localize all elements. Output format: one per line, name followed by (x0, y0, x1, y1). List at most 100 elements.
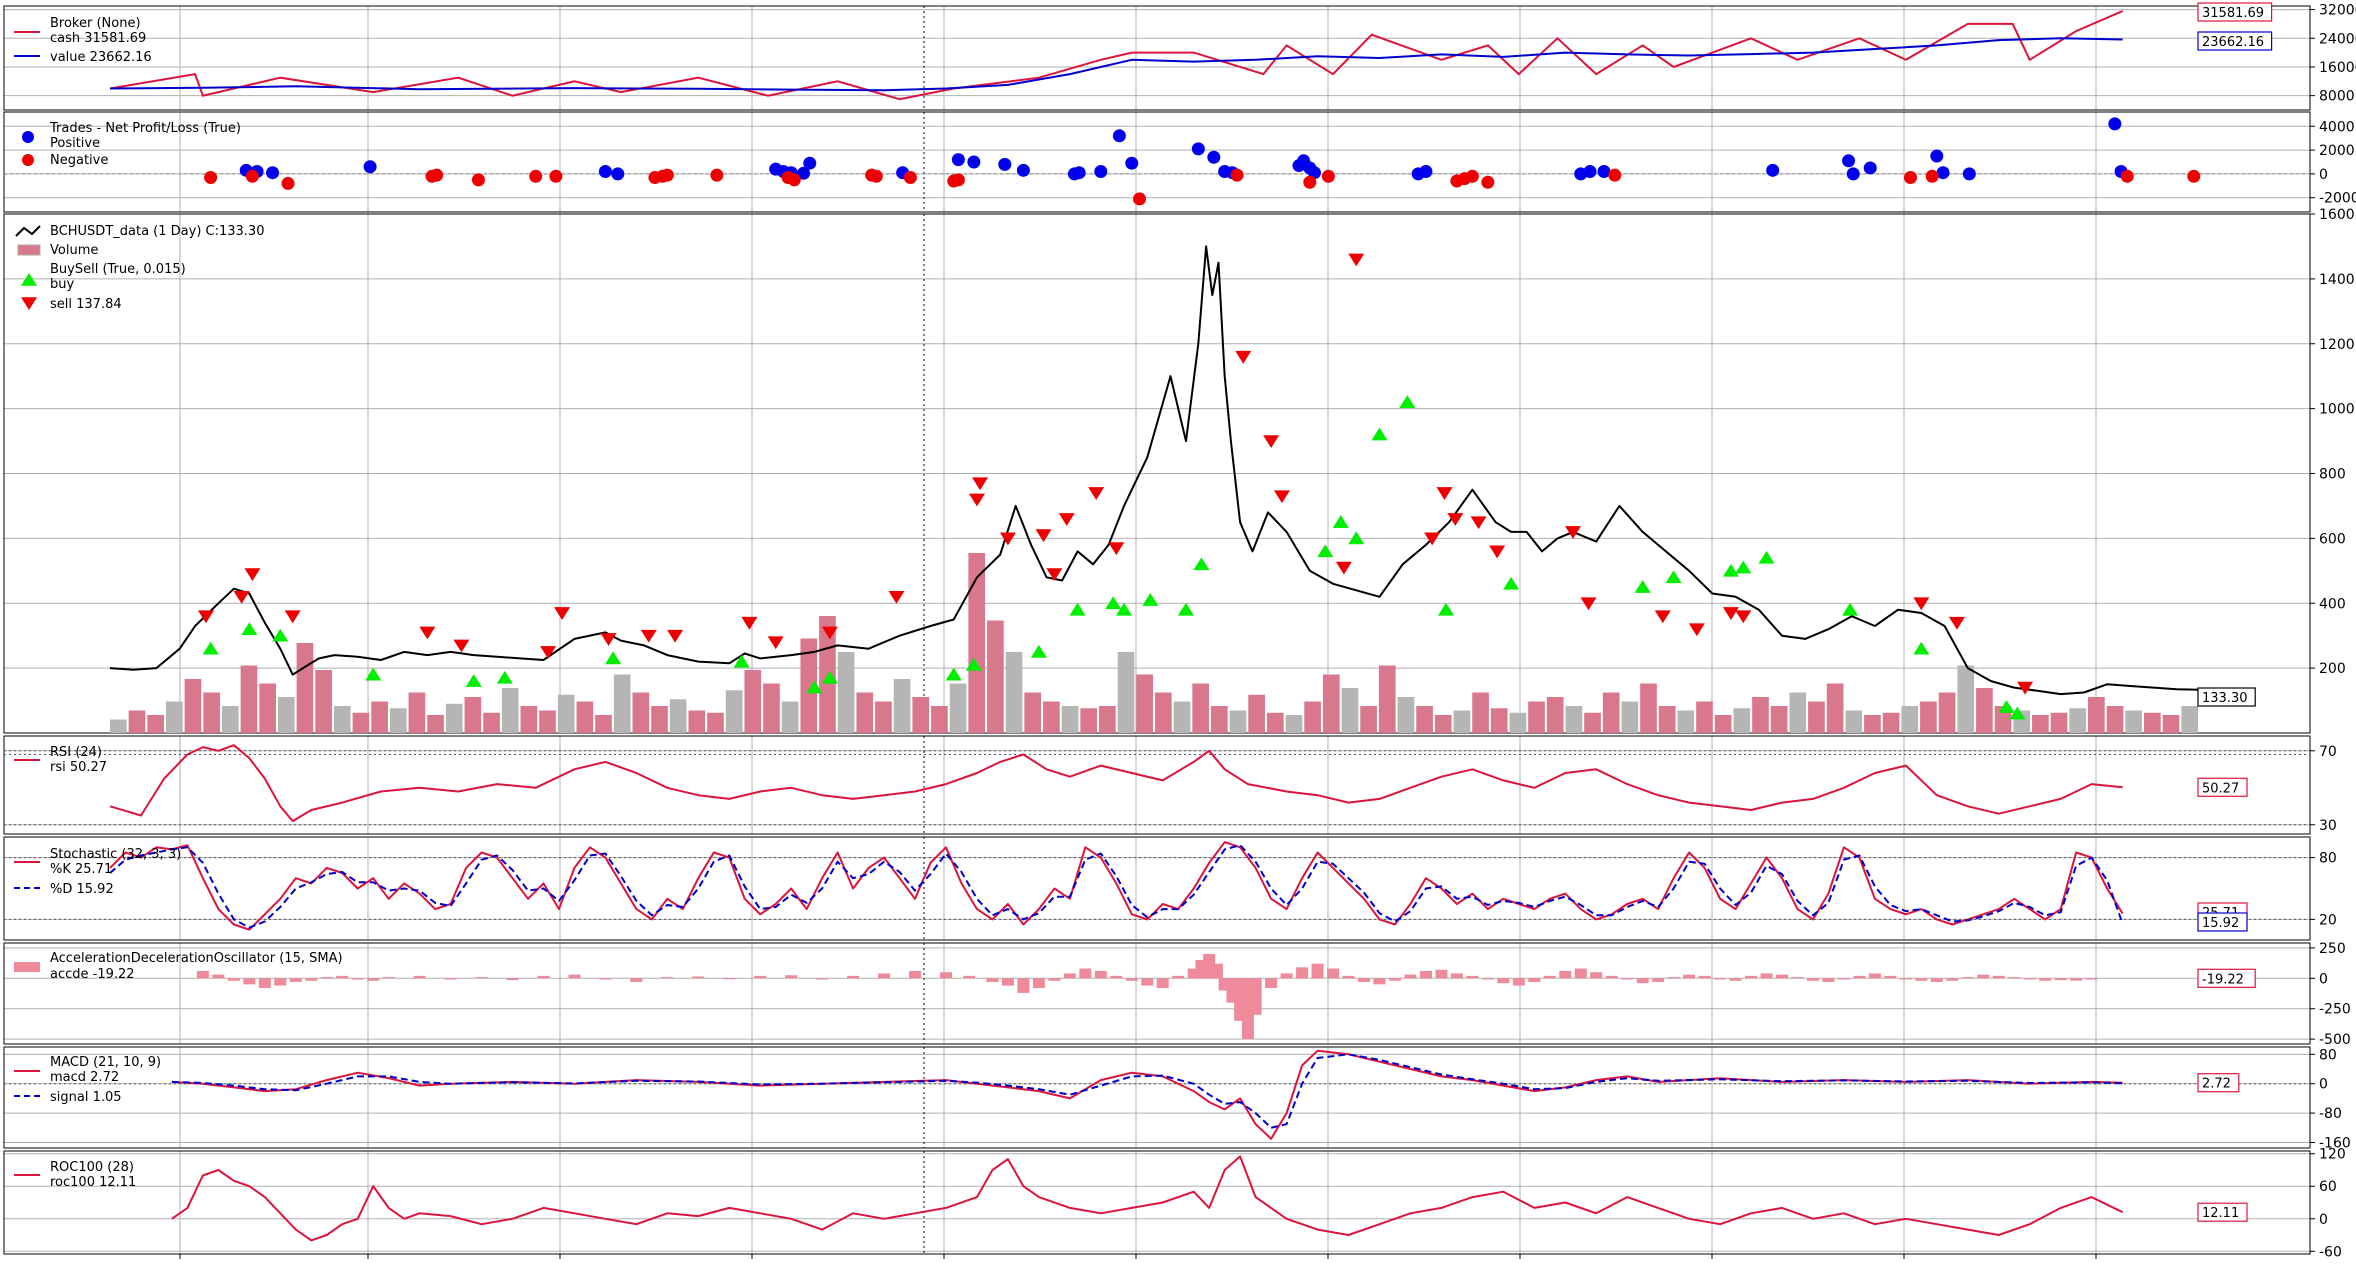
panel-frame (3, 5, 2311, 111)
trade-negative-point (1303, 175, 1317, 189)
rsi-line (109, 744, 2123, 823)
accde-bar (1466, 975, 1479, 979)
volume-bar (427, 715, 444, 733)
accde-bar (1574, 968, 1587, 979)
sell-marker (972, 477, 989, 491)
accde-bar (816, 978, 829, 980)
volume-bar (1173, 701, 1191, 733)
volume-bar (1882, 712, 1900, 733)
ytick-label: 70 (2319, 744, 2337, 760)
trade-negative-point (951, 173, 965, 187)
accde-bar (1745, 975, 1758, 979)
volume-bar (595, 715, 612, 733)
volume-bar (1266, 712, 1284, 733)
volume-bar (912, 697, 930, 733)
buy-marker (272, 628, 289, 642)
buy-marker (605, 651, 622, 665)
legend-positive-swatch (22, 131, 34, 143)
legend-sell: sell 137.84 (50, 297, 122, 312)
last-cash-label-box (2197, 2, 2273, 22)
buy-marker (1503, 576, 1520, 590)
buy-marker (1069, 602, 1086, 616)
sell-marker (1436, 487, 1453, 500)
buy-marker (202, 641, 219, 655)
volume-bar (1733, 708, 1751, 733)
buy-marker (1332, 515, 1349, 528)
accde-bar (1868, 973, 1881, 979)
trade-positive-point (1191, 142, 1205, 156)
volume-bar (408, 692, 426, 733)
volume-bar (1976, 688, 1993, 733)
accde-bar (336, 975, 349, 979)
sell-marker (1913, 597, 1930, 611)
volume-bar (1957, 665, 1975, 733)
buy-marker (821, 670, 838, 684)
accde-bar (1714, 978, 1727, 980)
volume-bar (1322, 674, 1340, 733)
volume-bar (1043, 701, 1060, 733)
buy-marker (1348, 531, 1365, 545)
volume-bar (669, 699, 687, 733)
volume-bar (1285, 715, 1303, 733)
stoch-k-line (109, 841, 2124, 931)
volume-bar (1696, 701, 1713, 733)
buy-marker (1842, 602, 1859, 616)
trade-negative-point (2120, 169, 2134, 183)
volume-bar (315, 670, 332, 733)
accde-bar (506, 978, 519, 981)
legend-title: ROC100 (28) (50, 1160, 134, 1175)
accde-bar (1899, 978, 1912, 980)
legend-volume: Volume (50, 243, 98, 258)
legend-cash: cash 31581.69 (50, 31, 146, 46)
macd-line (171, 1049, 2123, 1140)
accde-bar (320, 977, 333, 979)
accde-bar (909, 970, 922, 979)
volume-bar (1920, 701, 1937, 733)
accde-bar (1388, 978, 1401, 981)
accde-bar (1605, 975, 1618, 979)
buy-marker (1142, 593, 1159, 606)
volume-bar (203, 692, 220, 733)
legend-accde: accde -19.22 (50, 967, 135, 982)
volume-bar (2144, 712, 2161, 733)
legend-title: BCHUSDT_data (1 Day) C:133.30 (50, 224, 264, 239)
last-rsi-label: 50.27 (2202, 781, 2239, 796)
accde-bar (568, 974, 581, 979)
legend-roc: roc100 12.11 (50, 1175, 136, 1190)
sell-marker (1348, 253, 1365, 267)
trade-positive-point (967, 155, 981, 169)
accde-bar (537, 975, 550, 979)
sell-marker (284, 610, 301, 624)
trade-negative-point (1321, 169, 1335, 183)
volume-bar (110, 719, 127, 733)
accde-bar (661, 977, 674, 979)
sell-marker (2017, 681, 2034, 695)
cash-series-line (109, 10, 2123, 101)
volume-bar (1136, 674, 1153, 733)
accde-bar (1419, 970, 1432, 979)
volume-bar (2088, 697, 2105, 733)
legend-title: MACD (21, 10, 9) (50, 1055, 161, 1070)
accde-bar (847, 975, 860, 979)
ytick-label: 16000 (2319, 60, 2356, 76)
buy-marker (2009, 706, 2026, 720)
accde-bar (1110, 975, 1123, 979)
roc-line (171, 1155, 2124, 1242)
accde-bar (196, 970, 209, 979)
volume-bar (1528, 701, 1545, 733)
volume-bar (1229, 710, 1247, 733)
trade-negative-point (660, 168, 674, 182)
sell-marker (1447, 513, 1464, 526)
accde-bar (1760, 973, 1773, 979)
accde-bar (1884, 975, 1897, 979)
accde-bar (1806, 978, 1819, 981)
accde-bar (1791, 977, 1804, 979)
trade-negative-point (529, 169, 543, 183)
signal-line (171, 1053, 2123, 1129)
volume-bar (1099, 706, 1116, 733)
panel-macd: 80 0 -80 -160 MACD (21, 10, 9)macd 2.72 signa… (3, 1046, 2351, 1151)
accde-bar (1032, 978, 1045, 989)
ytick-label: -160 (2319, 1135, 2351, 1151)
volume-bar (1397, 697, 1415, 733)
accde-bar (1977, 974, 1990, 979)
